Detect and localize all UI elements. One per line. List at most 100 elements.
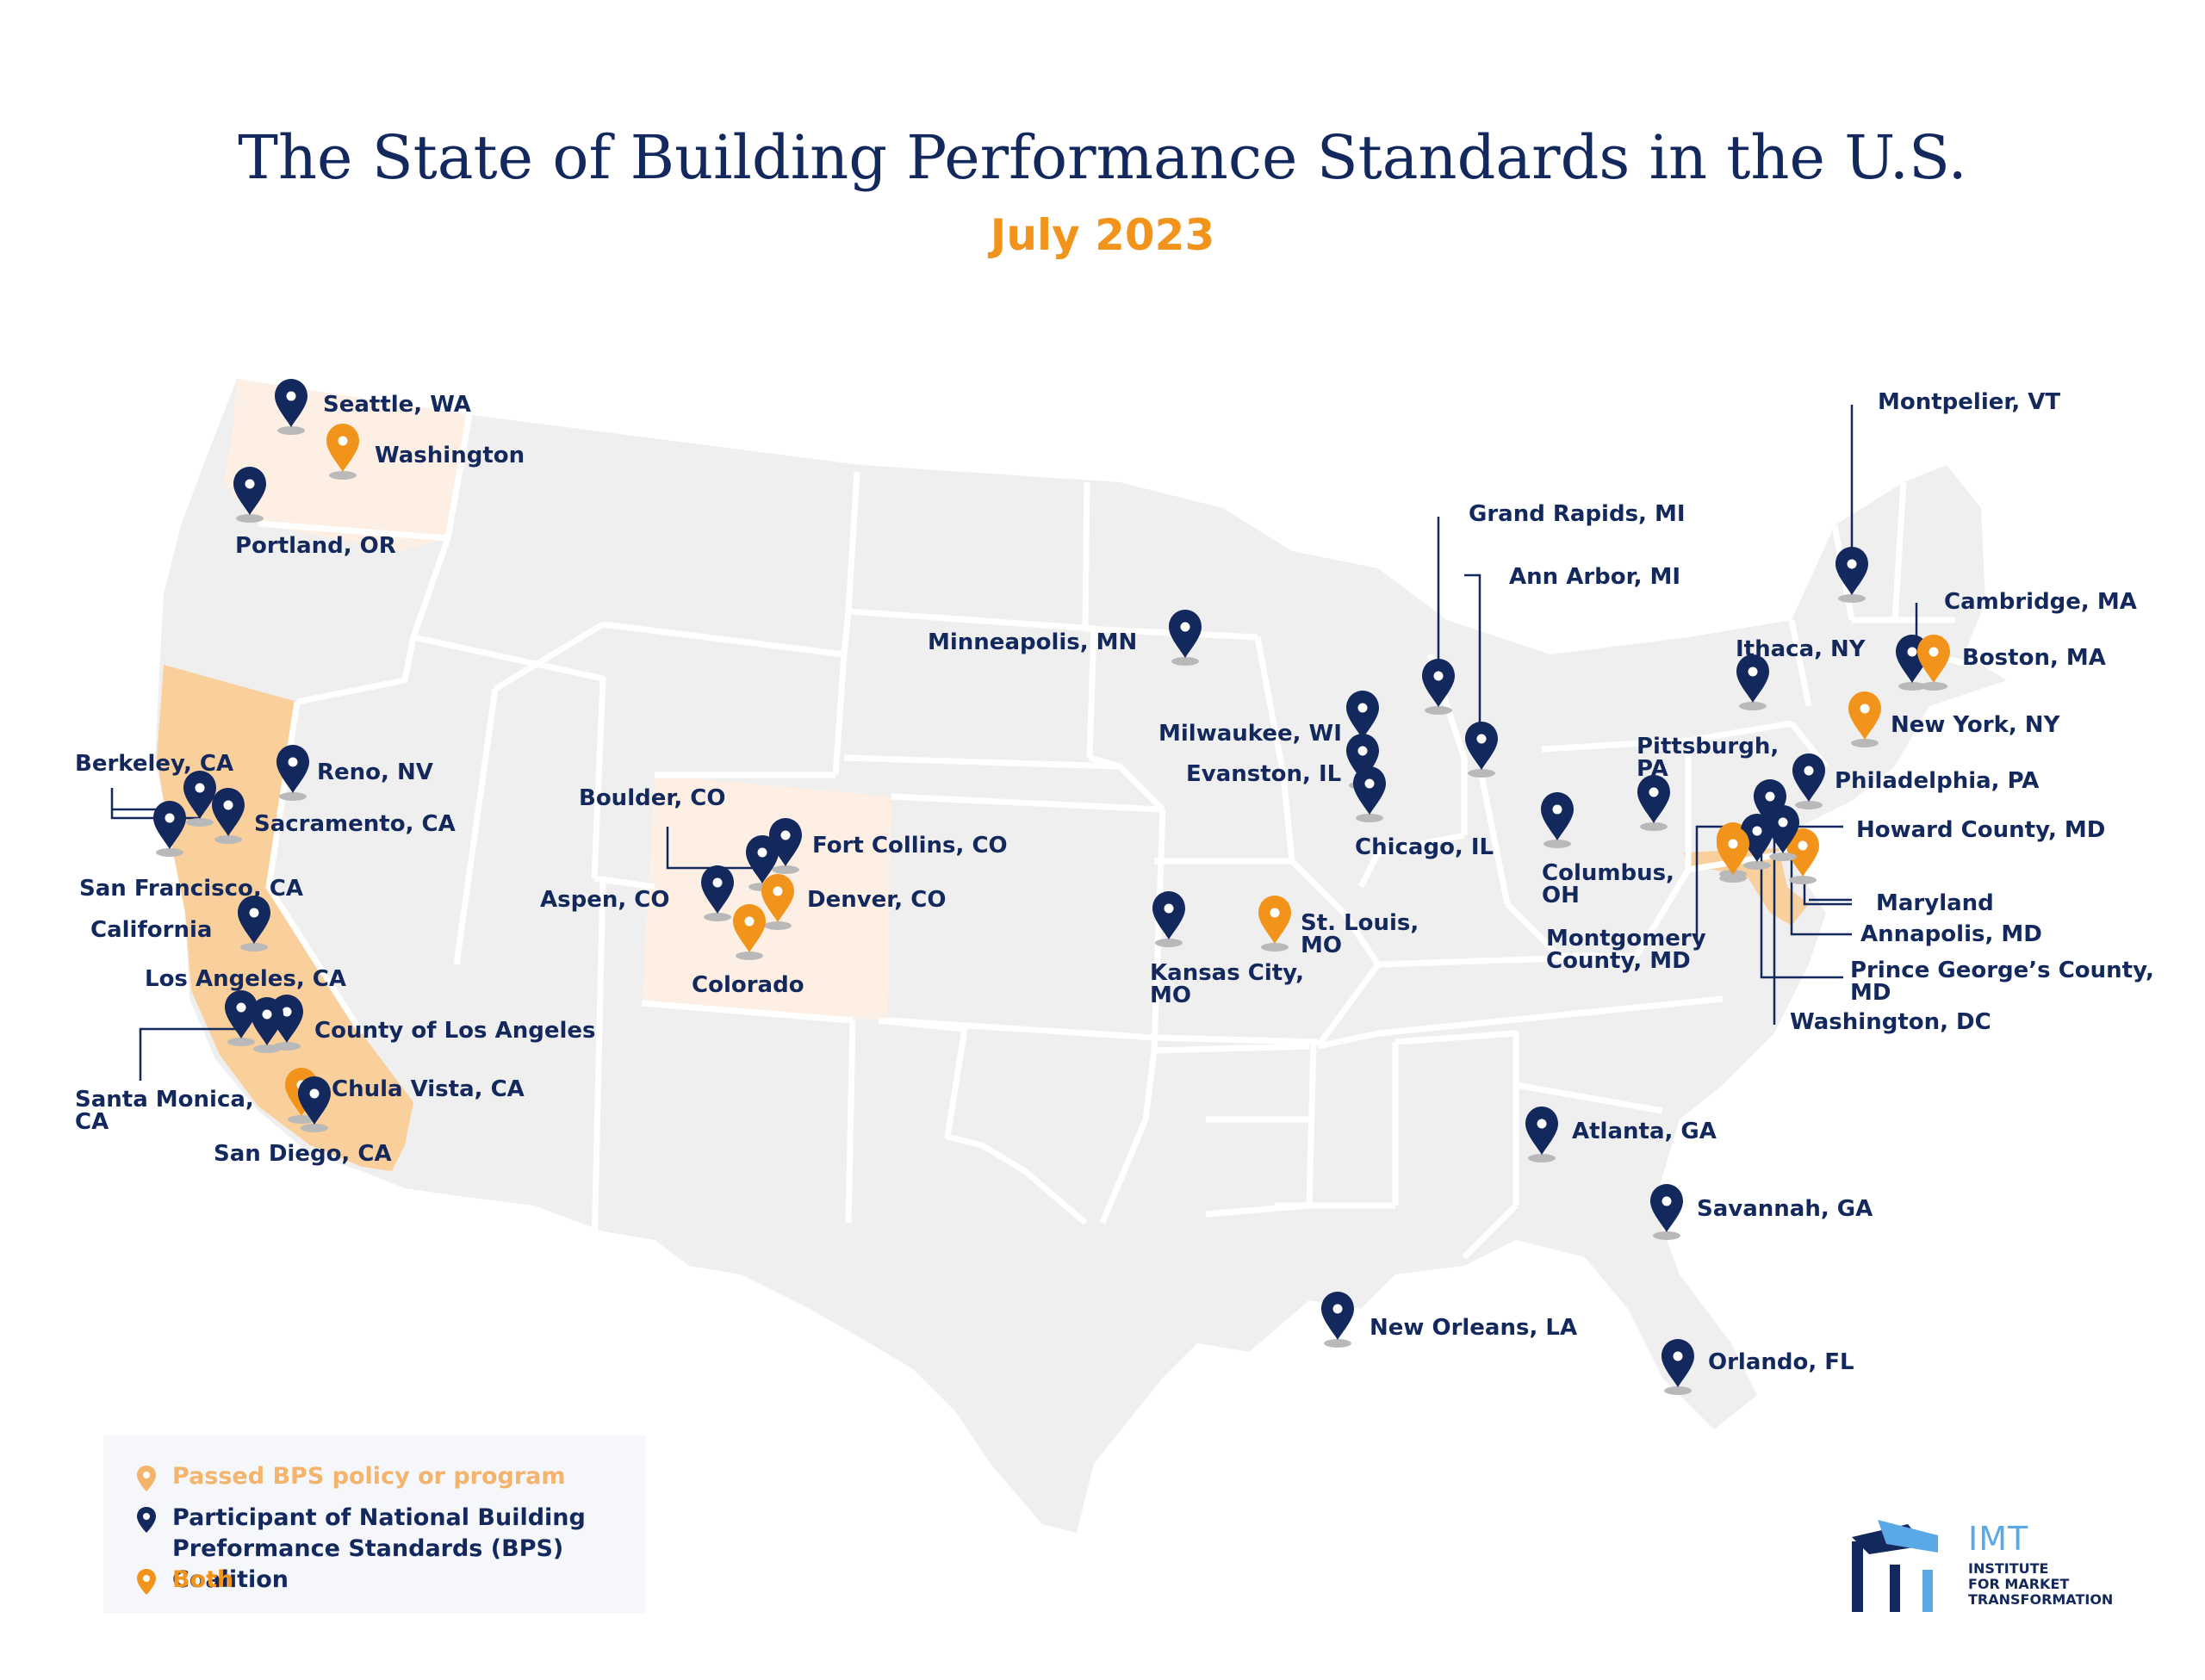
map-pin-icon: [769, 818, 802, 874]
city-label-line: Chicago, IL: [1355, 834, 1494, 860]
map-pin-icon: [701, 865, 734, 921]
city-label-colorado: Colorado: [692, 972, 804, 998]
map-pin-icon: [137, 1569, 156, 1595]
city-label-line: Savannah, GA: [1697, 1196, 1873, 1222]
map-pin-icon: [761, 874, 794, 930]
city-label-line: PA: [1637, 756, 1668, 782]
map-pin-icon: [275, 379, 307, 435]
city-label-line: Berkeley, CA: [75, 751, 233, 777]
map-pin-icon: [1465, 722, 1498, 778]
imt-logo-mark: [1852, 1520, 1938, 1612]
legend-item-both: Both: [136, 1565, 233, 1596]
us-landmass: [155, 379, 2007, 1533]
city-label-line: Milwaukee, WI: [1158, 721, 1342, 747]
map-pin-icon: [251, 997, 283, 1053]
city-label-line: Montpelier, VT: [1878, 389, 2060, 415]
city-label-portland-or: Portland, OR: [235, 533, 396, 559]
city-label-seattle-wa: Seattle, WA: [323, 392, 471, 418]
city-label-montgomery: Montgomery County, MD: [1546, 926, 1706, 974]
imt-logo-subtitle: INSTITUTE FOR MARKET TRANSFORMATION: [1968, 1560, 2114, 1608]
city-label-maryland: Maryland: [1876, 890, 1994, 916]
city-label-line: MO: [1301, 933, 1342, 958]
city-label-line: New York, NY: [1891, 712, 2061, 738]
map-pin-icon: [1525, 1107, 1558, 1162]
map-pin-icon: [733, 904, 766, 960]
city-label-santa-monica: Santa Monica, CA: [75, 1087, 254, 1135]
city-label-boulder-co: Boulder, CO: [579, 785, 725, 811]
city-label-line: MO: [1150, 983, 1191, 1008]
city-label-line: Howard County, MD: [1856, 817, 2105, 843]
city-label-line: Washington: [375, 443, 525, 468]
map-pin-icon: [1258, 896, 1291, 952]
city-label-line: Minneapolis, MN: [928, 629, 1137, 655]
city-label-milwaukee-wi: Milwaukee, WI: [1158, 721, 1342, 747]
map-pin-icon: [1169, 610, 1202, 666]
city-label-fort-collins-co: Fort Collins, CO: [812, 833, 1008, 859]
city-label-line: Grand Rapids, MI: [1469, 501, 1686, 527]
city-label-line: Los Angeles, CA: [145, 966, 346, 992]
city-label-san-diego-ca: San Diego, CA: [214, 1141, 392, 1167]
city-label-washington: Washington: [375, 443, 525, 468]
city-label-line: Washington, DC: [1790, 1009, 1991, 1035]
city-label-line: Pittsburgh,: [1637, 734, 1779, 759]
map-pin-icon: [1637, 775, 1670, 831]
page-title: The State of Building Performance Standa…: [238, 122, 1967, 193]
map-pin-icon: [326, 424, 359, 480]
map-pin-icon: [153, 801, 186, 857]
legend: Passed BPS policy or program Participant…: [103, 1435, 646, 1614]
map-pin-icon: [1767, 805, 1799, 861]
city-label-annapolis-md: Annapolis, MD: [1860, 921, 2042, 947]
city-label-chicago-il: Chicago, IL: [1355, 834, 1494, 860]
city-label-line: Colorado: [692, 972, 804, 998]
imt-logo: IMT INSTITUTE FOR MARKET TRANSFORMATION: [1852, 1520, 2127, 1615]
state-borders: [258, 414, 1965, 1260]
map-pin-icon: [1321, 1292, 1354, 1348]
city-label-new-orleans-la: New Orleans, LA: [1370, 1315, 1577, 1341]
city-label-line: County, MD: [1546, 948, 1691, 974]
map-pin-icon: [1786, 828, 1819, 884]
map-pin-icon: [238, 896, 270, 952]
city-label-line: Chula Vista, CA: [332, 1076, 525, 1102]
city-label-line: Denver, CO: [807, 887, 946, 913]
city-label-los-angeles-ca: Los Angeles, CA: [145, 966, 346, 992]
city-label-line: Atlanta, GA: [1572, 1119, 1717, 1144]
city-label-evanston-il: Evanston, IL: [1186, 761, 1341, 787]
location-labels: Seattle, WA Washington Portland, OR Berkele…: [75, 389, 2154, 1375]
city-label-kansas-city: Kansas City, MO: [1150, 960, 1304, 1008]
city-label-line: Seattle, WA: [323, 392, 471, 418]
city-label-philadelphia-pa: Philadelphia, PA: [1835, 768, 2039, 794]
page-subtitle: July 2023: [990, 210, 1215, 260]
city-label-reno-nv: Reno, NV: [317, 759, 433, 785]
legend-label: Passed BPS policy or program: [172, 1463, 566, 1490]
legend-label: Both: [172, 1566, 234, 1593]
city-label-boston-ma: Boston, MA: [1962, 645, 2106, 671]
map-pin-icon: [233, 467, 266, 523]
city-label-county-of-los-angeles: County of Los Angeles: [314, 1018, 595, 1044]
city-label-line: Prince George’s County,: [1850, 958, 2154, 983]
city-label-line: Fort Collins, CO: [812, 833, 1008, 859]
city-label-new-york-ny: New York, NY: [1891, 712, 2061, 738]
location-pins: [153, 379, 1950, 1395]
city-label-line: Columbus,: [1542, 860, 1674, 886]
city-label-denver-co: Denver, CO: [807, 887, 946, 913]
city-label-line: Reno, NV: [317, 759, 433, 785]
map-pin-icon: [1848, 691, 1881, 747]
city-label-montpelier-vt: Montpelier, VT: [1878, 389, 2060, 415]
city-label-line: Annapolis, MD: [1860, 921, 2042, 947]
city-label-line: St. Louis,: [1301, 910, 1419, 936]
city-label-st-louis: St. Louis, MO: [1301, 910, 1419, 958]
city-label-orlando-fl: Orlando, FL: [1708, 1349, 1854, 1375]
city-label-berkeley-ca: Berkeley, CA: [75, 751, 233, 777]
city-label-line: Orlando, FL: [1708, 1349, 1854, 1375]
city-label-line: Cambridge, MA: [1944, 589, 2137, 615]
city-label-san-francisco-ca: San Francisco, CA: [79, 876, 303, 902]
city-label-line: Kansas City,: [1150, 960, 1304, 986]
map-pin-icon: [1835, 547, 1868, 603]
legend-item-passed: Passed BPS policy or program: [136, 1461, 566, 1492]
city-label-line: Sacramento, CA: [254, 811, 456, 837]
city-label-columbus: Columbus, OH: [1542, 860, 1674, 908]
city-label-line: California: [90, 917, 212, 943]
city-label-line: MD: [1850, 980, 1891, 1006]
city-label-line: New Orleans, LA: [1370, 1315, 1577, 1341]
